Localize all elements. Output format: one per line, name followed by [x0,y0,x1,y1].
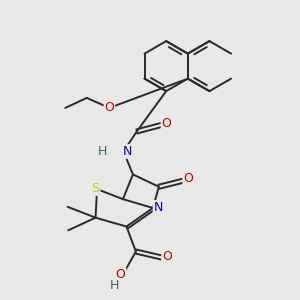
Text: N: N [122,145,132,158]
Text: S: S [92,182,100,195]
Text: O: O [104,101,114,114]
Text: O: O [183,172,193,185]
Text: O: O [116,268,125,281]
Text: H: H [97,145,107,158]
Text: O: O [161,117,171,130]
Text: N: N [154,201,163,214]
Text: O: O [162,250,172,263]
Text: H: H [110,279,119,292]
